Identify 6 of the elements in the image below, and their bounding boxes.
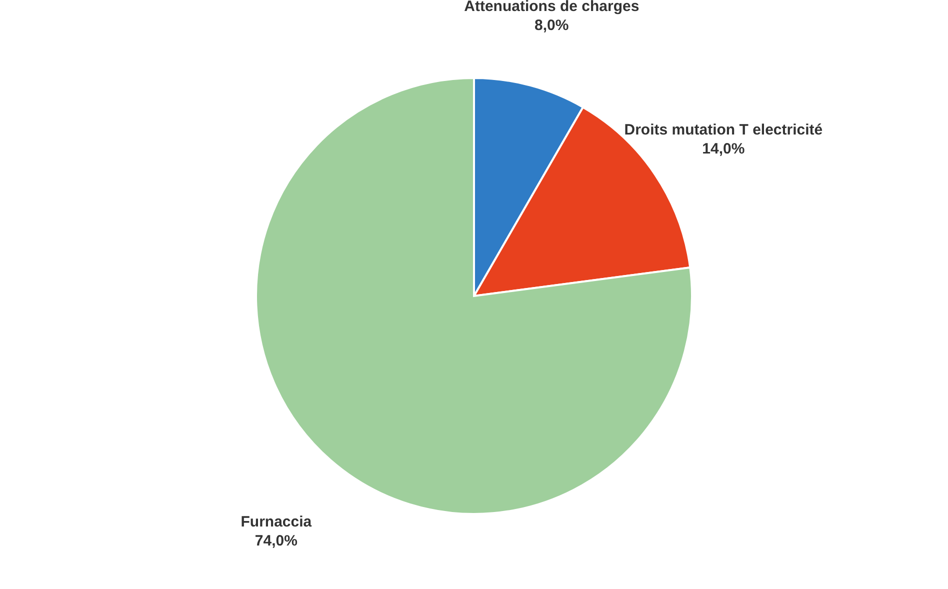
data-label: 74,0% bbox=[254, 532, 298, 550]
slice-label: Furnaccia bbox=[240, 514, 312, 531]
data-label: 8,0% bbox=[534, 17, 569, 34]
slice-label: Attenuations de charges bbox=[464, 0, 640, 16]
data-label: 14,0% bbox=[702, 140, 745, 158]
slice-label: Droits mutation T electricité bbox=[624, 121, 823, 138]
